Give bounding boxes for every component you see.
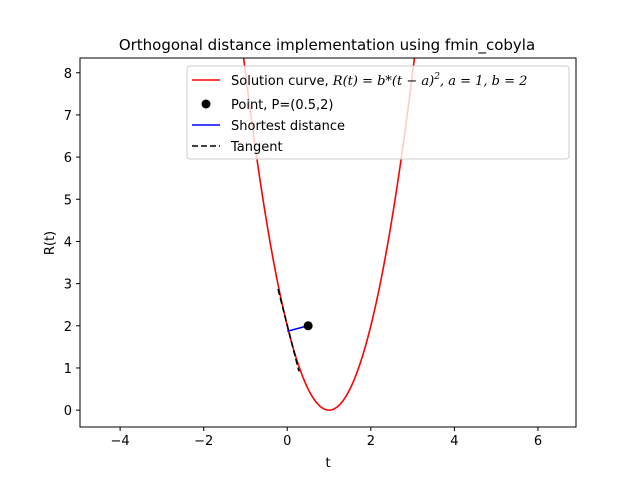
x-axis-label: t [325, 456, 330, 471]
series-tangent [277, 288, 300, 372]
x-tick-label: −4 [111, 434, 130, 449]
x-tick-label: −2 [194, 434, 213, 449]
x-tick-label: 0 [283, 434, 291, 449]
y-axis: 0 1 2 3 4 5 6 7 8 [64, 67, 80, 419]
legend: Solution curve, R(t) = b*(t − a)2, a = 1… [186, 65, 570, 160]
chart-title: Orthogonal distance implementation using… [119, 36, 535, 55]
x-tick-label: 6 [534, 434, 542, 449]
axes-frame [79, 57, 577, 428]
y-tick-label: 4 [64, 235, 72, 250]
y-axis-label: R(t) [43, 231, 58, 255]
data-point-p [303, 321, 313, 331]
legend-label-curve: Solution curve, R(t) = b*(t − a)2, a = 1… [231, 72, 527, 89]
legend-label-curve-prefix: Solution curve, [231, 74, 333, 89]
x-tick-label: 2 [367, 434, 375, 449]
legend-label-curve-params: , a = 1, b = 2 [440, 74, 527, 89]
y-tick-label: 6 [64, 151, 72, 166]
legend-swatch-point [201, 99, 211, 109]
y-tick-label: 2 [64, 320, 72, 335]
y-tick-label: 1 [64, 362, 72, 377]
legend-label-curve-formula: R(t) = b*(t − a) [332, 74, 434, 89]
y-tick-label: 8 [64, 67, 72, 82]
x-tick-label: 4 [450, 434, 458, 449]
y-tick-label: 3 [64, 278, 72, 293]
legend-box [186, 65, 570, 160]
y-tick-label: 0 [64, 404, 72, 419]
y-tick-label: 5 [64, 193, 72, 208]
y-tick-label: 7 [64, 109, 72, 124]
series-solution-curve [242, 58, 416, 411]
legend-label-point: Point, P=(0.5,2) [231, 98, 334, 113]
legend-label-shortest: Shortest distance [231, 119, 345, 134]
legend-label-tangent: Tangent [230, 140, 283, 155]
x-axis: −4 −2 0 2 4 6 [111, 427, 542, 449]
plot-data-layer [242, 58, 416, 411]
legend-label-curve-exponent: 2 [433, 72, 440, 82]
